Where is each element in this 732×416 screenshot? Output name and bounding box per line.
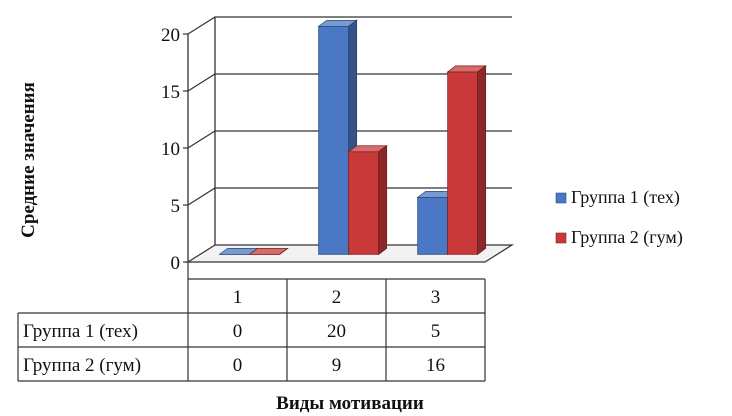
table-category-label: 1 — [233, 287, 243, 308]
table-cell-value: 9 — [332, 355, 342, 376]
y-tick-label: 20 — [161, 25, 180, 46]
gridline — [187, 187, 512, 206]
table-category-label: 3 — [431, 287, 441, 308]
table-category-label: 2 — [332, 287, 342, 308]
data-table: 1 2 3 Группа 1 (тех) 0 20 5 Группа 2 (гум) 0 9 16 — [17, 262, 486, 382]
gridline — [187, 73, 512, 92]
legend: Группа 1 (тех) Группа 2 (гум) — [555, 187, 683, 248]
bar-side — [477, 65, 487, 256]
bars — [218, 19, 487, 256]
table-series-label: Группа 1 (тех) — [23, 321, 138, 342]
gridline — [187, 130, 512, 149]
x-axis-title: Виды мотивации — [276, 393, 424, 414]
bar-front — [318, 25, 350, 255]
table-cell-value: 20 — [327, 321, 346, 342]
bar-front — [417, 196, 449, 255]
legend-entry: Группа 2 (гум) — [571, 227, 683, 248]
legend-swatch — [555, 192, 567, 204]
y-tick-label: 5 — [171, 196, 181, 217]
table-series-label: Группа 2 (гум) — [23, 355, 141, 376]
y-axis-ticks: 0 5 10 15 20 — [161, 25, 188, 274]
y-tick-label: 15 — [161, 82, 180, 103]
table-cell-value: 0 — [233, 355, 243, 376]
bar-side — [279, 248, 288, 255]
bar-front — [447, 71, 479, 255]
table-cell-value: 5 — [431, 321, 441, 342]
table-cell-value: 0 — [233, 321, 243, 342]
y-tick-label: 0 — [171, 253, 181, 274]
table-cell-value: 16 — [426, 355, 445, 376]
y-tick-label: 10 — [161, 139, 180, 160]
bar — [446, 65, 487, 256]
bar — [347, 144, 388, 256]
bar-side — [378, 144, 388, 256]
bar-front — [348, 151, 380, 255]
gridline — [187, 16, 512, 35]
legend-swatch — [555, 232, 567, 244]
bar — [248, 247, 289, 255]
legend-entry: Группа 1 (тех) — [571, 187, 680, 208]
y-axis-title: Средние значения — [18, 82, 39, 238]
gridlines — [187, 16, 512, 206]
